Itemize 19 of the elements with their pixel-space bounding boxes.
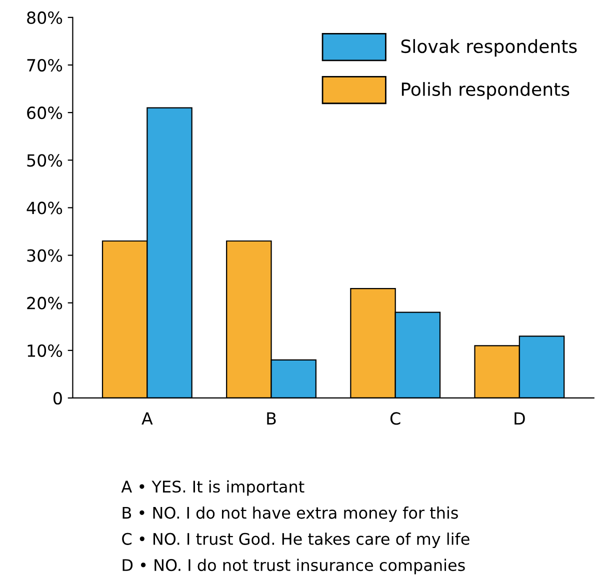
- x-tick-label: B: [267, 412, 276, 425]
- legend-label: Polish respondents: [402, 82, 570, 100]
- text: D • NO. I do not trust insurance companies: [122, 558, 465, 574]
- y-tick-label: 40%: [26, 202, 62, 214]
- x-tick-label: A: [142, 412, 153, 425]
- text: B • NO. I do not have extra money for this: [122, 506, 458, 522]
- text: A • YES. It is important: [121, 480, 304, 496]
- y-tick-label: 10%: [28, 344, 62, 357]
- y-tick-label: 80%: [27, 11, 62, 24]
- x-tick-label: C: [390, 412, 400, 425]
- y-tick-label: 30%: [27, 249, 62, 262]
- y-tick-label: 20%: [27, 296, 62, 310]
- y-tick-label: 0: [53, 392, 62, 405]
- x-tick-label: D: [514, 412, 525, 425]
- legend-label: Slovak respondents: [401, 39, 577, 57]
- y-tick-label: 60%: [27, 106, 62, 120]
- y-tick-label: 50%: [27, 154, 62, 167]
- text: C • NO. I trust God. He takes care of my life: [122, 532, 470, 548]
- y-tick-label: 70%: [27, 58, 62, 72]
